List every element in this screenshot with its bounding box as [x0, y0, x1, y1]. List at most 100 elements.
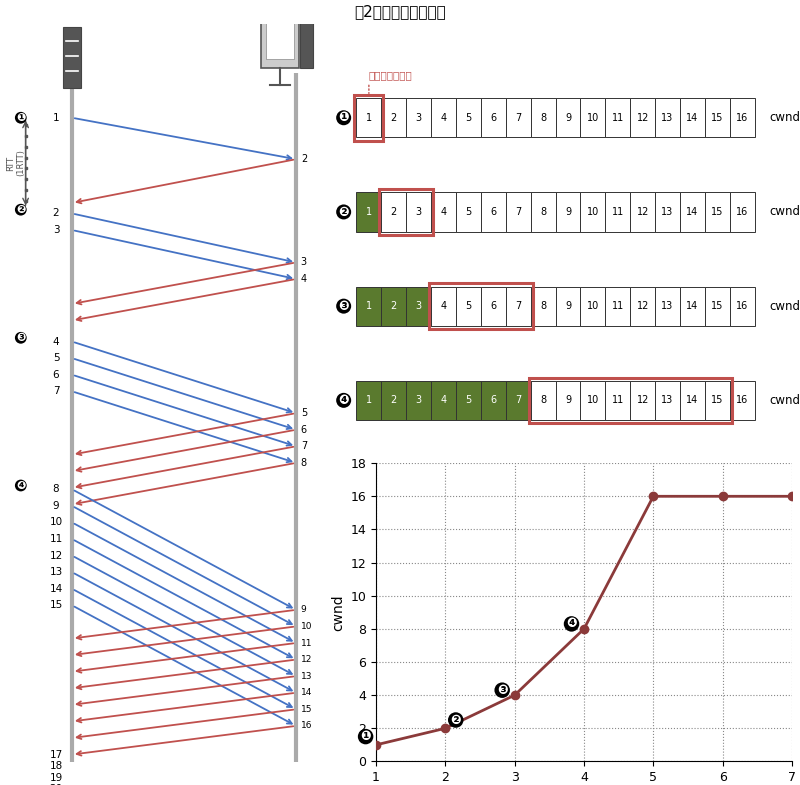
Text: 15: 15	[301, 705, 312, 714]
Text: 7: 7	[301, 441, 307, 451]
Text: 13: 13	[301, 672, 312, 681]
Bar	[555, 98, 581, 137]
Text: 15: 15	[711, 207, 723, 217]
Text: 13: 13	[662, 113, 674, 122]
Bar	[406, 98, 431, 137]
Bar	[481, 287, 506, 326]
Text: 16: 16	[736, 301, 748, 311]
Text: 13: 13	[662, 301, 674, 311]
Bar	[530, 381, 555, 420]
Text: 7: 7	[53, 386, 59, 396]
Bar	[481, 192, 506, 232]
Bar	[379, 189, 433, 235]
Text: 12: 12	[637, 113, 649, 122]
Text: 5: 5	[466, 207, 471, 217]
Bar	[262, 6, 298, 68]
Text: 11: 11	[301, 638, 312, 648]
Text: 7: 7	[515, 396, 522, 405]
Text: ❶: ❶	[16, 113, 26, 122]
Text: 1: 1	[366, 113, 372, 122]
Bar	[354, 95, 383, 141]
Bar	[655, 381, 680, 420]
Text: 9: 9	[565, 301, 571, 311]
Text: 4: 4	[441, 113, 446, 122]
Text: 15: 15	[50, 601, 62, 610]
Bar	[506, 381, 530, 420]
Text: ❹: ❹	[338, 394, 349, 407]
Text: ❷: ❷	[338, 206, 349, 218]
Text: cwnd=2: cwnd=2	[770, 206, 800, 218]
Text: 12: 12	[637, 207, 649, 217]
Bar	[705, 381, 730, 420]
Bar	[431, 192, 456, 232]
Bar	[705, 98, 730, 137]
Bar	[606, 381, 630, 420]
Text: 15: 15	[711, 396, 723, 405]
Text: 1: 1	[366, 301, 372, 311]
Bar	[606, 98, 630, 137]
Text: 8: 8	[540, 301, 546, 311]
Y-axis label: cwnd: cwnd	[331, 594, 345, 630]
Text: 6: 6	[53, 370, 59, 380]
Text: 2: 2	[301, 154, 307, 164]
Bar	[357, 381, 382, 420]
Text: 7: 7	[515, 301, 522, 311]
Bar	[357, 287, 382, 326]
Text: ❹: ❹	[16, 480, 26, 491]
Bar	[581, 98, 606, 137]
Text: 5: 5	[53, 353, 59, 363]
Bar	[606, 287, 630, 326]
Bar	[481, 381, 506, 420]
Text: 17: 17	[50, 750, 62, 760]
Text: 11: 11	[612, 113, 624, 122]
Text: 2: 2	[390, 301, 397, 311]
Text: 2: 2	[390, 113, 397, 122]
Bar	[357, 98, 382, 137]
Bar	[456, 192, 481, 232]
Text: 3: 3	[416, 113, 422, 122]
Text: 輻輳ウィンドウ: 輻輳ウィンドウ	[369, 71, 413, 81]
Text: 2: 2	[390, 207, 397, 217]
Bar	[530, 98, 555, 137]
Bar	[429, 283, 533, 329]
Bar	[655, 192, 680, 232]
Text: 15: 15	[711, 113, 723, 122]
Text: 2: 2	[53, 209, 59, 218]
Text: 11: 11	[612, 301, 624, 311]
Text: RTT
(1RTT): RTT (1RTT)	[6, 149, 26, 177]
Bar	[506, 98, 530, 137]
Text: 10: 10	[586, 207, 599, 217]
Text: 6: 6	[490, 113, 496, 122]
Text: 16: 16	[301, 721, 312, 730]
Text: 13: 13	[662, 207, 674, 217]
Bar	[630, 287, 655, 326]
Text: 8: 8	[540, 396, 546, 405]
Bar	[581, 287, 606, 326]
Bar	[555, 381, 581, 420]
Text: 9: 9	[565, 207, 571, 217]
Text: 4: 4	[441, 396, 446, 405]
Bar	[431, 287, 456, 326]
Text: 14: 14	[301, 688, 312, 697]
Bar	[730, 192, 754, 232]
Text: 2: 2	[390, 396, 397, 405]
Text: 10: 10	[586, 396, 599, 405]
Bar	[630, 381, 655, 420]
Text: 9: 9	[301, 605, 306, 615]
Text: 11: 11	[50, 534, 62, 544]
Text: 13: 13	[662, 396, 674, 405]
Bar	[606, 192, 630, 232]
Bar	[456, 287, 481, 326]
Text: ❶: ❶	[360, 730, 371, 743]
Bar	[680, 98, 705, 137]
Bar	[530, 287, 555, 326]
Bar	[581, 381, 606, 420]
Bar	[266, 15, 294, 59]
Bar	[730, 381, 754, 420]
Text: 4: 4	[441, 207, 446, 217]
Text: 3: 3	[416, 301, 422, 311]
Text: 5: 5	[466, 113, 471, 122]
Bar	[506, 192, 530, 232]
Bar	[655, 98, 680, 137]
Bar	[730, 98, 754, 137]
